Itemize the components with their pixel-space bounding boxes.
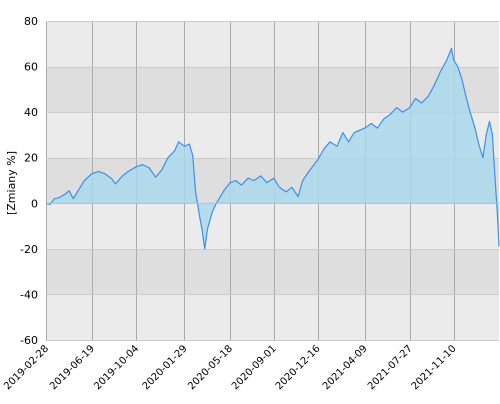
y-tick-label: 20 xyxy=(24,152,38,165)
x-tick-label: 2020-01-29 xyxy=(141,343,190,392)
series-line xyxy=(45,47,500,250)
plot-band xyxy=(46,21,499,67)
plot-band xyxy=(46,248,499,295)
x-tick-label: 2019-06-19 xyxy=(48,343,97,392)
x-tick-label: 2020-05-18 xyxy=(186,343,235,392)
series-layer xyxy=(45,47,500,250)
y-tick-label: 0 xyxy=(31,197,38,210)
y-axis-label: [Zmiany %] xyxy=(5,151,18,215)
x-tick-label: 2019-02-28 xyxy=(2,343,51,392)
y-tick-label: 60 xyxy=(24,61,38,74)
x-tick-label: 2020-12-16 xyxy=(274,343,323,392)
x-tick-label: 2019-10-04 xyxy=(92,343,141,392)
series-area xyxy=(46,48,499,249)
y-tick-label: 80 xyxy=(24,15,38,28)
x-tick-label: 2021-11-10 xyxy=(410,343,459,392)
y-tick-label: -20 xyxy=(20,243,38,256)
x-tick-label: 2021-04-09 xyxy=(321,343,370,392)
y-tick-label: 40 xyxy=(24,106,38,119)
plot-band xyxy=(46,203,499,249)
x-tick-label: 2021-07-27 xyxy=(366,343,415,392)
x-tick-label: 2020-09-01 xyxy=(230,343,279,392)
y-axis-ticks: -60 -40 -20 0 20 40 60 80 xyxy=(20,15,38,347)
y-tick-label: -40 xyxy=(20,288,38,301)
plot-band xyxy=(46,294,499,340)
y-tick-label: -60 xyxy=(20,334,38,347)
